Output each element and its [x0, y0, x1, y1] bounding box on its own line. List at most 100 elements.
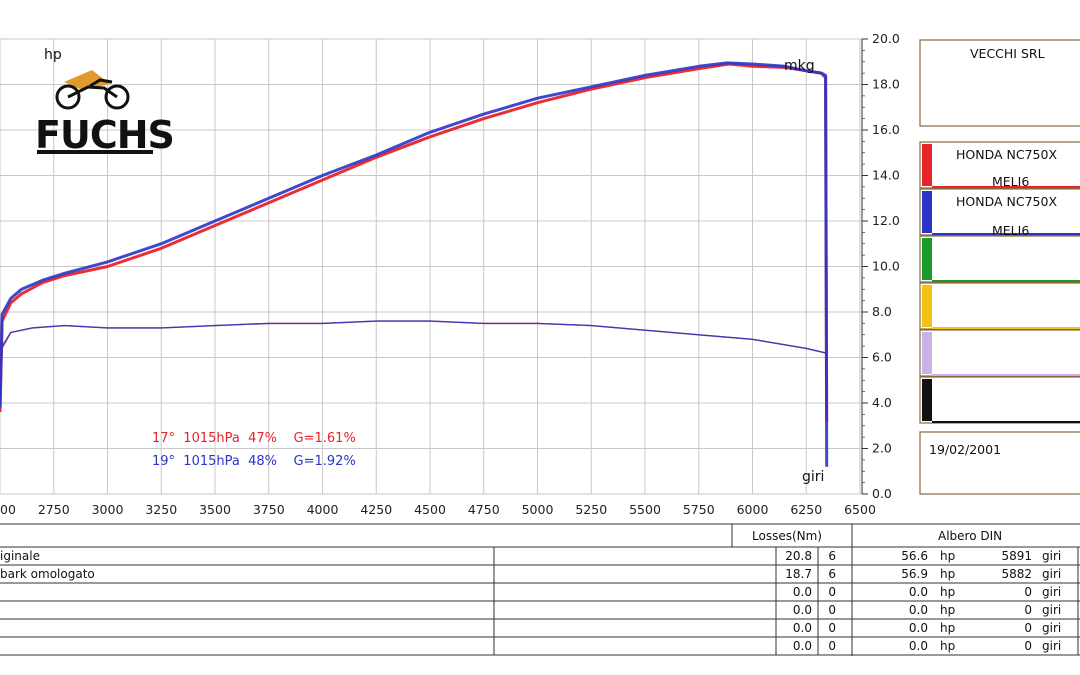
x-tick-label: 2750 [38, 502, 70, 517]
row-hp: 56.9 [901, 567, 928, 581]
x-tick-label: 3500 [199, 502, 231, 517]
row-loss: 20.8 [785, 549, 812, 563]
row-rpm: 0 [1024, 585, 1032, 599]
row-rpm-unit: giri [1042, 621, 1061, 635]
data-lines [0, 61, 829, 467]
row-hp-unit: hp [940, 603, 955, 617]
losses-header: Losses(Nm) [752, 529, 822, 543]
row-name: iginale [0, 549, 40, 563]
condition-red: 17° 1015hPa 47% G=1.61% [152, 431, 356, 446]
y-tick-label: 10.0 [872, 259, 900, 274]
right-unit-label: mkg [784, 58, 815, 74]
brand-logo-text: FUCHS [35, 113, 174, 157]
condition-blue: 19° 1015hPa 48% G=1.92% [152, 454, 356, 469]
date-label: 19/02/2001 [929, 442, 1001, 457]
torque-curve-2 [0, 320, 826, 408]
row-rpm-unit: giri [1042, 603, 1061, 617]
legend-slot [919, 376, 1080, 424]
motorcycle-icon [55, 70, 130, 110]
legend-swatch [922, 191, 932, 233]
legend-header-box [919, 39, 1080, 127]
x-tick-label: 00 [0, 502, 16, 517]
row-loss: 0.0 [793, 603, 812, 617]
date-box [919, 431, 1080, 495]
row-rpm-unit: giri [1042, 567, 1061, 581]
y-tick-label: 6.0 [872, 350, 892, 365]
legend-item-1-name: HONDA NC750X [956, 147, 1057, 162]
y-tick-label: 2.0 [872, 441, 892, 456]
legend-item-2-name: HONDA NC750X [956, 194, 1057, 209]
y-tick-label: 0.0 [872, 486, 892, 501]
x-unit-label: giri [802, 469, 824, 485]
row-rpm-unit: giri [1042, 639, 1061, 653]
x-tick-label: 5000 [522, 502, 554, 517]
x-tick-label: 4250 [360, 502, 392, 517]
x-tick-label: 6500 [844, 502, 876, 517]
row-hp: 0.0 [909, 639, 928, 653]
x-tick-label: 5250 [575, 502, 607, 517]
legend-slot [919, 141, 1080, 189]
row-loss: 0.0 [793, 639, 812, 653]
row-hp-unit: hp [940, 639, 955, 653]
row-loss-n: 0 [828, 603, 836, 617]
row-rpm: 0 [1024, 603, 1032, 617]
legend-swatch [922, 238, 932, 280]
x-tick-label: 6000 [737, 502, 769, 517]
x-tick-label: 4750 [468, 502, 500, 517]
row-hp-unit: hp [940, 567, 955, 581]
row-loss-n: 0 [828, 585, 836, 599]
legend-swatch [922, 285, 932, 327]
fuchs-logo: FUCHS [35, 70, 175, 157]
row-rpm: 5891 [1001, 549, 1032, 563]
y-tick-label: 16.0 [872, 122, 900, 137]
legend-swatch [922, 332, 932, 374]
legend-panel: VECCHI SRL 19/02/2001 HONDA NC750X MELI6… [919, 39, 1080, 495]
row-loss-n: 0 [828, 639, 836, 653]
x-tick-label: 5750 [683, 502, 715, 517]
row-hp: 56.6 [901, 549, 928, 563]
x-tick-label: 4000 [307, 502, 339, 517]
x-tick-label: 5500 [629, 502, 661, 517]
x-tick-label: 4500 [414, 502, 446, 517]
legend-slot [919, 329, 1080, 377]
row-loss-n: 6 [828, 567, 836, 581]
row-hp-unit: hp [940, 585, 955, 599]
row-loss: 0.0 [793, 585, 812, 599]
y-tick-label: 12.0 [872, 213, 900, 228]
legend-header: VECCHI SRL [970, 46, 1045, 61]
row-loss-n: 6 [828, 549, 836, 563]
row-rpm: 5882 [1001, 567, 1032, 581]
row-name: bark omologato [0, 567, 95, 581]
x-tick-label: 3250 [145, 502, 177, 517]
left-unit-label: hp [44, 47, 62, 63]
row-hp-unit: hp [940, 621, 955, 635]
row-loss: 18.7 [785, 567, 812, 581]
results-table: Losses(Nm) Albero DIN iginale 20.8 6 56.6 hp… [0, 523, 1080, 656]
row-hp: 0.0 [909, 621, 928, 635]
albero-header: Albero DIN [938, 529, 1002, 543]
row-loss: 0.0 [793, 621, 812, 635]
grid [0, 38, 862, 495]
legend-item-2-sub: MELI6 [992, 223, 1029, 238]
row-rpm-unit: giri [1042, 549, 1061, 563]
legend-slot [919, 282, 1080, 330]
y-tick-label: 14.0 [872, 168, 900, 183]
y-tick-label: 4.0 [872, 395, 892, 410]
row-rpm-unit: giri [1042, 585, 1061, 599]
y-tick-label: 18.0 [872, 77, 900, 92]
row-loss-n: 0 [828, 621, 836, 635]
power-curve-2 [0, 61, 829, 467]
y-tick-label: 8.0 [872, 304, 892, 319]
row-hp: 0.0 [909, 585, 928, 599]
y-tick-label: 20.0 [872, 31, 900, 46]
legend-item-1-sub: MELI6 [992, 174, 1029, 189]
legend-swatch [922, 379, 932, 421]
row-hp: 0.0 [909, 603, 928, 617]
x-tick-label: 6250 [790, 502, 822, 517]
row-rpm: 0 [1024, 621, 1032, 635]
x-tick-label: 3750 [253, 502, 285, 517]
row-hp-unit: hp [940, 549, 955, 563]
row-rpm: 0 [1024, 639, 1032, 653]
legend-slot [919, 235, 1080, 283]
